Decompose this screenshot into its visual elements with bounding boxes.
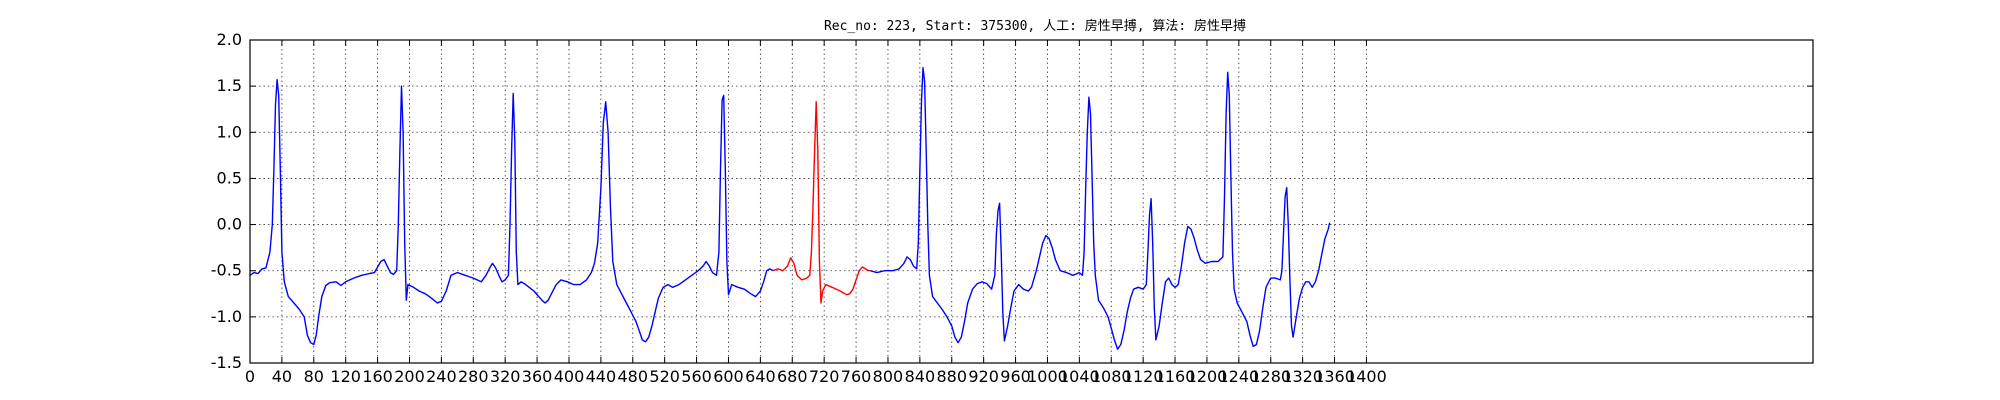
x-tick-label: 240: [426, 367, 457, 386]
x-tick-label: 1360: [1314, 367, 1355, 386]
series-layer: [249, 67, 1331, 350]
x-tick-label: 120: [330, 367, 361, 386]
x-tick-label: 920: [968, 367, 999, 386]
x-tick-label: 1200: [1187, 367, 1228, 386]
x-tick-label: 1280: [1250, 367, 1291, 386]
y-tick-label: -1.0: [211, 307, 242, 326]
x-tick-label: 1080: [1091, 367, 1132, 386]
x-tick-label: 80: [304, 367, 324, 386]
grid: [250, 40, 1813, 363]
x-tick-label: 280: [458, 367, 489, 386]
plot-frame: [249, 39, 1814, 364]
y-tick-label: 1.0: [217, 122, 242, 141]
x-axis-ticks: 0 40 80 120 160 200 240 280 320 360 400 440 480 520 56…: [245, 40, 1387, 386]
x-tick-label: 640: [745, 367, 776, 386]
x-tick-label: 760: [841, 367, 872, 386]
x-tick-label: 360: [522, 367, 553, 386]
x-tick-label: 1120: [1123, 367, 1164, 386]
x-tick-label: 200: [394, 367, 425, 386]
x-tick-label: 160: [362, 367, 393, 386]
x-tick-label: 960: [1000, 367, 1031, 386]
x-tick-label: 800: [873, 367, 904, 386]
x-tick-label: 560: [681, 367, 712, 386]
x-tick-label: 1320: [1282, 367, 1323, 386]
x-tick-label: 1160: [1155, 367, 1196, 386]
y-tick-label: -0.5: [211, 261, 242, 280]
y-tick-label: 2.0: [217, 30, 242, 49]
chart-title: Rec_no: 223, Start: 375300, 人工: 房性早搏, 算法…: [824, 18, 1246, 34]
y-tick-label: -1.5: [211, 353, 242, 372]
x-tick-label: 1040: [1059, 367, 1100, 386]
x-tick-label: 680: [777, 367, 808, 386]
x-tick-label: 0: [245, 367, 255, 386]
x-tick-label: 600: [713, 367, 744, 386]
y-tick-label: 0.0: [217, 215, 242, 234]
series-line-pre: [249, 79, 774, 346]
x-tick-label: 720: [809, 367, 840, 386]
y-axis-ticks: -1.5 -1.0 -0.5 0.0 0.5 1.0 1.5 2.0: [211, 30, 1813, 372]
x-tick-label: 880: [936, 367, 967, 386]
y-tick-label: 0.5: [217, 168, 242, 187]
y-tick-label: 1.5: [217, 76, 242, 95]
x-tick-label: 840: [905, 367, 936, 386]
x-tick-label: 480: [618, 367, 649, 386]
x-tick-label: 1240: [1218, 367, 1259, 386]
x-tick-label: 40: [272, 367, 292, 386]
x-tick-label: 520: [649, 367, 680, 386]
x-tick-label: 440: [586, 367, 617, 386]
x-tick-label: 1000: [1027, 367, 1068, 386]
x-tick-label: 320: [490, 367, 521, 386]
series-line-post: [870, 67, 1331, 350]
series-line-event: [772, 101, 871, 304]
x-tick-label: 400: [554, 367, 585, 386]
x-tick-label: 1400: [1346, 367, 1387, 386]
